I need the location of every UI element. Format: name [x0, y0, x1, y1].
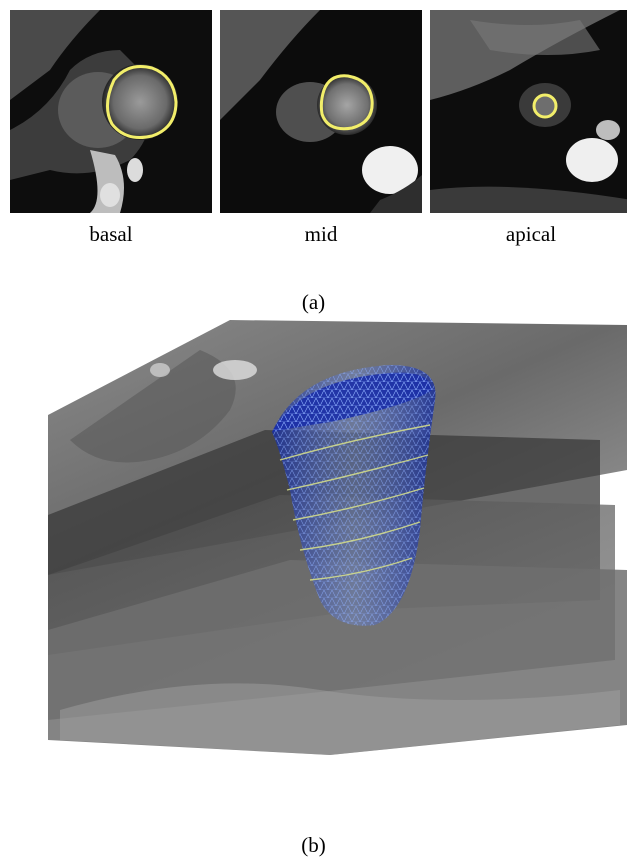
- mri-slice-apical: [430, 10, 627, 213]
- subfigure-b-label: (b): [301, 833, 326, 857]
- mri-slice-mid: [220, 10, 422, 213]
- caption-basal: basal: [89, 222, 133, 246]
- subfigure-a-label: (a): [301, 290, 326, 314]
- contour-basal: [106, 65, 178, 139]
- contour-mid: [319, 74, 374, 131]
- caption-mid: mid: [304, 222, 338, 246]
- caption-apical: apical: [505, 222, 557, 246]
- lv-3d-render: [0, 310, 627, 795]
- contour-apical: [532, 93, 558, 119]
- mri-slice-basal: [10, 10, 212, 213]
